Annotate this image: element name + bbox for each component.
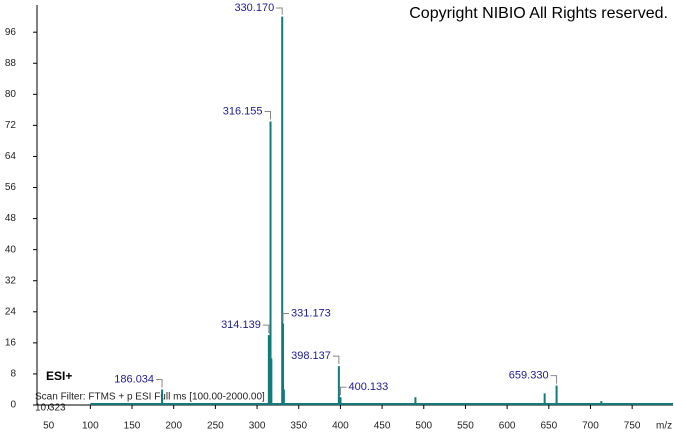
label-bracket: [264, 111, 272, 120]
y-tick-label: 88: [5, 58, 17, 69]
x-tick-label: 750: [624, 421, 641, 432]
scan-filter: Scan Filter: FTMS + p ESI Full ms [100.0…: [35, 392, 265, 403]
y-tick-label: 40: [5, 244, 17, 255]
peak-label: 398.137: [291, 350, 331, 362]
label-bracket: [340, 386, 347, 396]
x-tick-label: 200: [165, 421, 182, 432]
peak-label: 331.173: [291, 307, 331, 319]
x-tick-label: 600: [499, 421, 516, 432]
x-tick-label: 100: [82, 421, 99, 432]
y-tick-label: 64: [5, 151, 17, 162]
x-tick-label: 500: [415, 421, 432, 432]
x-tick-label: 450: [374, 421, 391, 432]
x-tick-label: 550: [457, 421, 474, 432]
x-tick-label: 300: [249, 421, 266, 432]
label-bracket: [276, 7, 283, 15]
y-tick-label: 8: [10, 369, 16, 380]
x-tick-label: 150: [124, 421, 141, 432]
x-tick-label: 50: [43, 421, 55, 432]
y-tick-label: 48: [5, 213, 17, 224]
x-tick-label: 350: [290, 421, 307, 432]
x-tick-label: 650: [540, 421, 557, 432]
y-tick-label: 32: [5, 275, 17, 286]
peak-label: 400.133: [349, 381, 389, 393]
retention-time: 10.323: [35, 403, 66, 414]
y-tick-label: 24: [5, 306, 17, 317]
label-bracket: [332, 355, 340, 365]
x-axis-label: m/z: [656, 421, 672, 432]
y-tick-label: 16: [5, 338, 17, 349]
peak-label: 330.170: [234, 2, 274, 14]
peak-label: 186.034: [114, 373, 154, 385]
y-tick-label: 56: [5, 182, 17, 193]
peak-label: 659.330: [509, 369, 549, 381]
peak-label: 314.139: [221, 319, 261, 331]
label-bracket: [156, 378, 163, 388]
y-tick-label: 96: [5, 27, 17, 38]
y-tick-label: 0: [10, 400, 16, 411]
peak-label: 316.155: [223, 105, 263, 117]
y-tick-label: 80: [5, 89, 17, 100]
x-tick-label: 400: [332, 421, 349, 432]
label-bracket: [550, 375, 558, 384]
label-bracket: [262, 324, 270, 334]
x-tick-label: 250: [207, 421, 224, 432]
copyright: Copyright NIBIO All Rights reserved.: [409, 5, 668, 22]
x-tick-label: 700: [582, 421, 599, 432]
label-bracket: [282, 312, 290, 322]
mode-label: ESI+: [46, 369, 72, 383]
y-tick-label: 72: [5, 120, 17, 131]
